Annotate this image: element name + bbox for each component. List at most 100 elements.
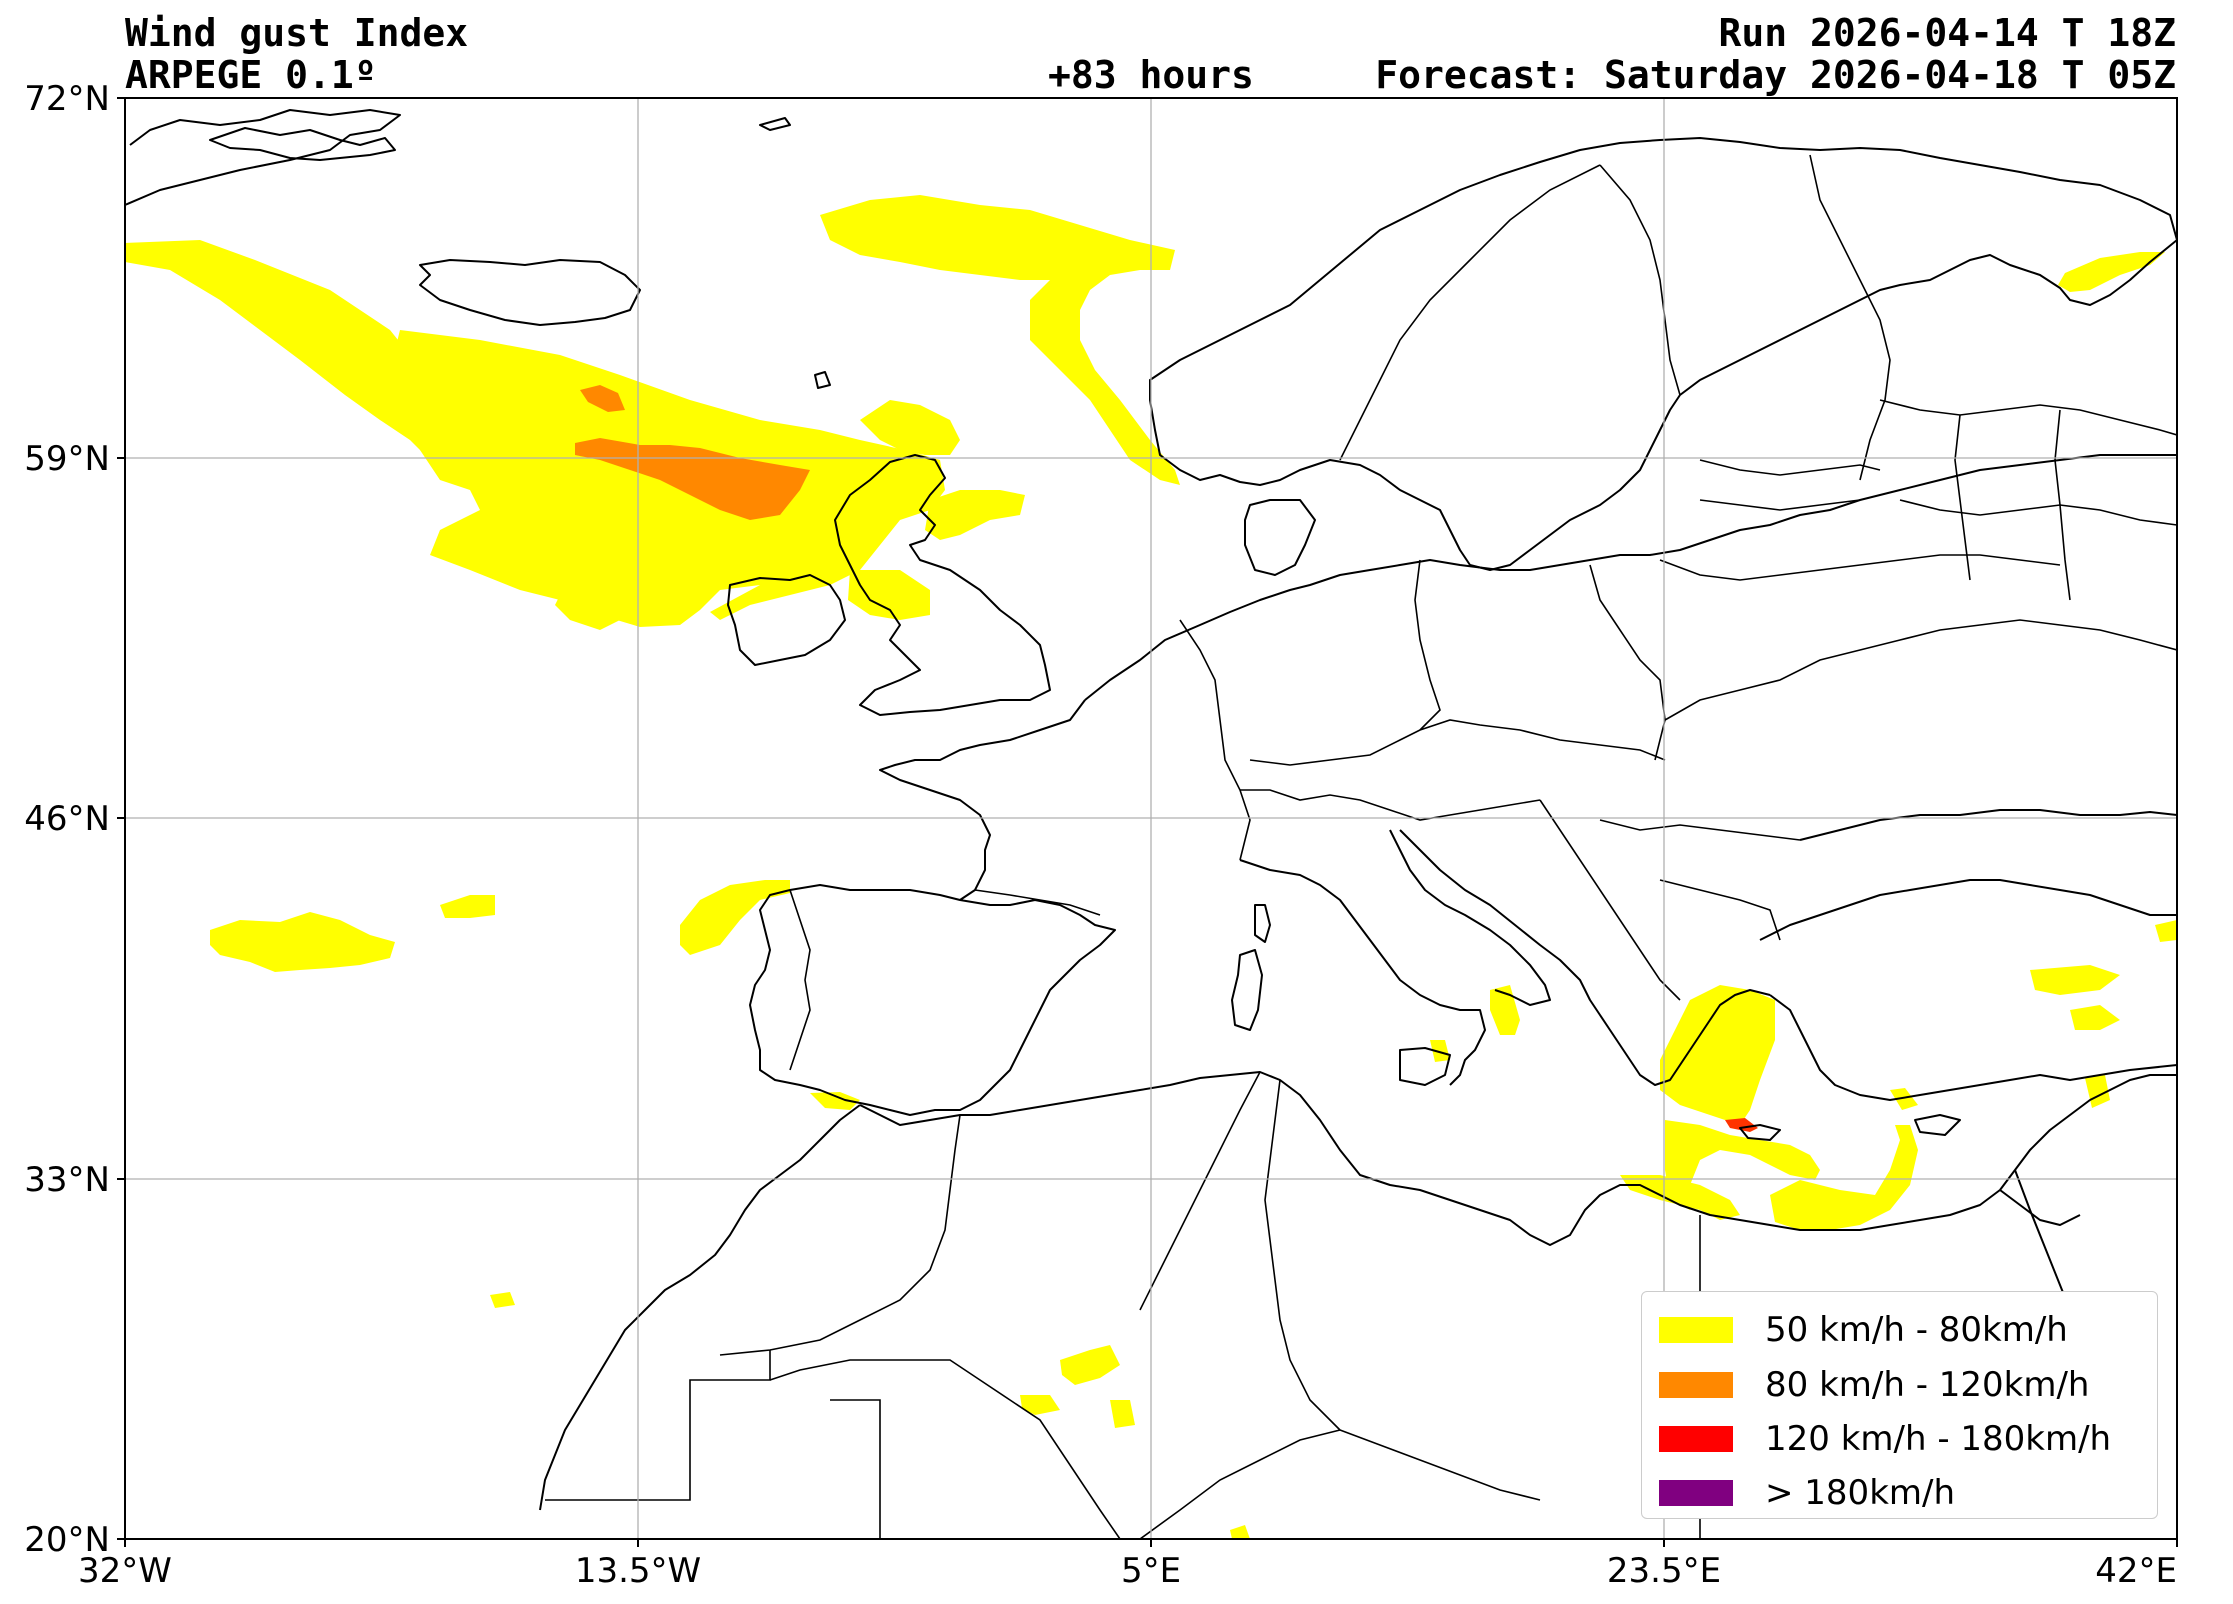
legend-swatch [1659,1480,1733,1506]
lon-tick-label: 13.5°W [575,1551,701,1591]
lon-tick-label: 5°E [1121,1551,1181,1591]
lat-tick-label: 59°N [24,439,110,479]
border-baltics-2 [1699,499,1861,511]
border-germany-south [1249,719,1666,766]
sicily-coast [1399,1047,1451,1086]
balkans-coast [1399,829,1771,1086]
faroes-coast [814,371,831,389]
gust-area-libya-coast [1230,1525,1250,1539]
greenland-east-coast [209,127,396,161]
lat-tick-labels: 72°N 59°N 46°N 33°N 20°N [24,79,110,1560]
gust-area-turkey-east [2070,1005,2120,1030]
ireland-coast [727,574,846,666]
gust-area-turkey-south [2030,965,2120,995]
coastlines [125,109,2177,1511]
border-germany-poland [1414,559,1441,731]
denmark-coast [1244,499,1316,576]
legend-swatch [1659,1372,1733,1398]
border-russia-regions-2 [1899,499,2177,526]
lon-tick-label: 32°W [78,1551,172,1591]
gust-area-iceland-west [125,240,465,470]
border-russia-regions-4 [2054,409,2071,601]
corsica-coast [1254,904,1271,943]
scandinavia-coast [1149,137,2177,571]
iceland-coast [419,259,641,326]
gust-area-120-180-aegean [1725,1118,1758,1132]
iberia-coast [749,884,1116,1116]
legend-label: > 180km/h [1765,1473,1956,1513]
tick-marks [117,97,2178,1547]
legend: 50 km/h - 80km/h 80 km/h - 120km/h 120 k… [1641,1291,2158,1519]
gust-area-norwegian-sea [820,195,1180,485]
gust-area-crete-west [1665,1120,1820,1210]
border-algeria-morocco [719,1114,961,1356]
border-sweden-finland [1599,164,1681,396]
great-britain-coast [834,454,1051,716]
border-balkans-3 [1659,879,1781,941]
france-west-coast [879,699,1086,901]
border-niger [1139,1429,1341,1539]
run-time: Run 2026-04-14 T 18Z [1718,11,2176,55]
egypt-coast [1999,1189,2081,1226]
gust-area-sahara-2 [1020,1395,1060,1415]
gust-area-adriatic [1490,985,1520,1035]
border-norway-sweden [1339,164,1601,461]
crete-coast [1739,1124,1781,1141]
greenland-coast [125,109,401,206]
border-mali [830,1399,881,1539]
border-balkans-2 [1599,819,1801,841]
gust-areas-120-180 [1725,1118,1758,1132]
legend-label: 80 km/h - 120km/h [1765,1365,2090,1405]
gust-area-canary [490,1292,515,1308]
legend-item: 80 km/h - 120km/h [1659,1365,2089,1405]
svalbard-coast [759,117,791,131]
legend-item: 120 km/h - 180km/h [1659,1419,2111,1459]
lon-tick-labels: 32°W 13.5°W 5°E 23.5°E 42°E [78,1551,2177,1591]
country-borders [545,154,2177,1539]
gust-area-atlantic-azores [210,912,395,972]
lon-tick-label: 23.5°E [1607,1551,1721,1591]
black-sea-coast [1759,879,2177,941]
legend-label: 120 km/h - 180km/h [1765,1419,2112,1459]
border-western-sahara [545,1350,771,1501]
border-baltics-1 [1699,459,1881,476]
border-france-germany [1179,619,1251,861]
lat-tick-label: 46°N [24,799,110,839]
turkey-coast [1769,994,2177,1101]
lead-time: +83 hours [1048,53,1254,97]
lat-tick-label: 20°N [24,1520,110,1560]
border-russia-regions-1 [1879,399,2177,436]
italy-east-coast [1389,829,1551,1006]
gust-area-gibraltar [810,1092,860,1110]
border-spain-portugal [789,889,811,1071]
gust-area-sahara-1 [1060,1345,1120,1385]
gust-area-aegean [1660,985,1775,1125]
morocco-atlantic-coast [539,1104,861,1511]
cyprus-coast [1914,1114,1961,1136]
border-alps [1240,789,1541,821]
border-finland-russia [1809,154,1891,481]
gust-area-north-atlantic-south [555,595,620,630]
border-russia-regions-3 [1954,414,1971,581]
legend-swatch [1659,1317,1733,1343]
border-balkans-1 [1539,799,1681,1001]
legend-label: 50 km/h - 80km/h [1765,1310,2068,1350]
gust-area-uk-north [860,400,960,455]
mainland-europe-north-coast [1084,454,2177,701]
lat-tick-label: 72°N [24,79,110,119]
border-spain-france [974,889,1101,916]
italy-coast [1239,859,1486,1086]
border-ukraine [1664,619,2177,721]
gust-area-atlantic-small [440,895,495,918]
gust-area-sardinia-east [1430,1040,1450,1062]
border-mauritania [769,1359,1121,1539]
forecast-time: Forecast: Saturday 2026-04-18 T 05Z [1375,53,2176,97]
gust-area-north-sea [925,490,1025,540]
gust-area-sahara-3 [1110,1400,1135,1428]
lon-tick-label: 42°E [2095,1551,2177,1591]
north-africa-coast [859,1071,2177,1246]
gust-area-barents [2058,252,2165,292]
legend-swatch [1659,1426,1733,1452]
model-name: ARPEGE 0.1º [125,53,377,97]
legend-item: 50 km/h - 80km/h [1659,1310,2068,1350]
